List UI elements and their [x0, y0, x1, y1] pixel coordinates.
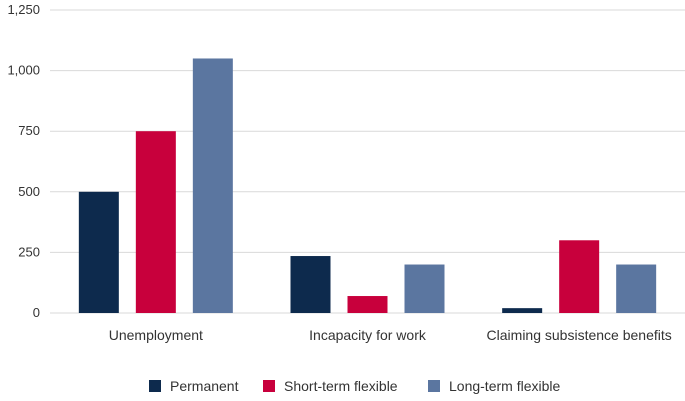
- bar: [78, 191, 119, 313]
- legend-swatch: [149, 380, 161, 392]
- y-tick-label: 0: [33, 305, 40, 320]
- legend-label: Short-term flexible: [284, 378, 398, 394]
- bar: [290, 256, 331, 313]
- legend-label: Long-term flexible: [449, 378, 560, 394]
- bar: [616, 264, 657, 313]
- y-tick-label: 1,250: [7, 2, 40, 17]
- bar: [347, 296, 388, 313]
- bar: [135, 131, 176, 313]
- x-category-label: Unemployment: [109, 327, 203, 343]
- bar: [192, 58, 233, 314]
- bar: [404, 264, 445, 313]
- bars: [78, 58, 657, 314]
- x-axis-category-labels: Unemployment Incapacity for work Claiming …: [109, 327, 672, 343]
- legend-swatch: [428, 380, 440, 392]
- legend: Permanent Short-term flexible Long-term fl…: [149, 378, 560, 394]
- y-axis-tick-labels: 0 250 500 750 1,000 1,250: [7, 2, 40, 320]
- x-category-label: Incapacity for work: [309, 327, 427, 343]
- bar: [502, 308, 543, 313]
- y-tick-label: 750: [18, 123, 40, 138]
- legend-label: Permanent: [170, 378, 239, 394]
- y-tick-label: 500: [18, 184, 40, 199]
- bar: [559, 240, 600, 313]
- x-category-label: Claiming subsistence benefits: [487, 327, 672, 343]
- legend-swatch: [263, 380, 275, 392]
- y-tick-label: 250: [18, 244, 40, 259]
- y-tick-label: 1,000: [7, 63, 40, 78]
